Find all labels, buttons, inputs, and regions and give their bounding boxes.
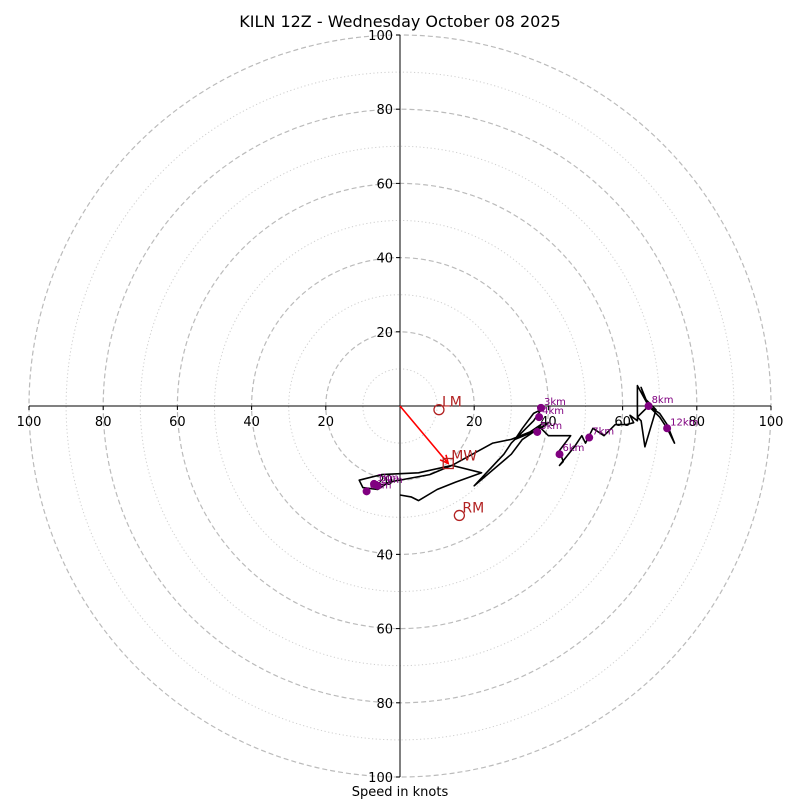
height-label-1km: 1km — [377, 473, 399, 484]
lm-label: LM — [442, 395, 462, 411]
y-tick-label: 20 — [376, 326, 393, 341]
height-label-2km: 2km — [381, 475, 403, 486]
x-tick-label: 20 — [318, 415, 335, 430]
height-label-5km: 5km — [540, 421, 562, 432]
x-tick-label: 100 — [17, 415, 42, 430]
height-label-7km: 7km — [592, 427, 614, 438]
height-marker-3km — [536, 403, 545, 412]
height-label-4km: 4km — [542, 406, 564, 417]
height-marker-8km — [644, 402, 653, 410]
mw-marker — [442, 457, 454, 470]
height-markers-group: 0km1km2km3km4km5km6km7km8km12km — [362, 395, 698, 496]
y-tick-label: 80 — [376, 697, 393, 712]
hodograph-trace — [358, 384, 676, 502]
mw-label: MW — [451, 449, 477, 465]
x-tick-label: 60 — [614, 415, 631, 430]
height-marker-4km — [535, 413, 544, 422]
height-marker-12km — [663, 424, 672, 433]
y-tick-label: 100 — [368, 29, 393, 44]
x-tick-label: 80 — [689, 415, 706, 430]
lm-marker — [433, 404, 445, 416]
hodograph-trace-group — [358, 384, 676, 502]
y-tick-label: 80 — [376, 103, 393, 118]
y-tick-label: 40 — [376, 548, 393, 563]
height-marker-2km — [373, 481, 382, 490]
mean-wind-vector — [399, 405, 449, 465]
height-label-6km: 6km — [563, 443, 585, 454]
height-label-3km: 3km — [544, 397, 566, 408]
height-marker-5km — [533, 427, 542, 436]
height-label-8km: 8km — [652, 395, 674, 406]
y-tick-label: 40 — [376, 252, 393, 267]
x-tick-label: 100 — [759, 415, 784, 430]
y-tick-label: 60 — [376, 623, 393, 638]
x-tick-label: 80 — [95, 415, 112, 430]
storm-motion-group: LM MW RM — [433, 395, 484, 522]
height-marker-7km — [585, 433, 594, 442]
x-tick-label: 60 — [169, 415, 186, 430]
height-label-12km: 12km — [670, 417, 698, 428]
x-tick-label: 20 — [466, 415, 483, 430]
x-tick-label: 40 — [243, 415, 260, 430]
rm-label: RM — [462, 500, 484, 516]
height-marker-0km — [362, 487, 371, 496]
axis-ticks: 100 80 60 40 20 20 40 60 80 100100806040202040608… — [17, 29, 784, 786]
y-tick-label: 60 — [376, 177, 393, 192]
rm-marker — [453, 509, 466, 522]
chart-title: KILN 12Z - Wednesday October 08 2025 — [239, 12, 560, 31]
x-axis-label: Speed in knots — [352, 785, 449, 800]
y-tick-label: 100 — [368, 771, 393, 786]
height-marker-6km — [555, 450, 564, 459]
